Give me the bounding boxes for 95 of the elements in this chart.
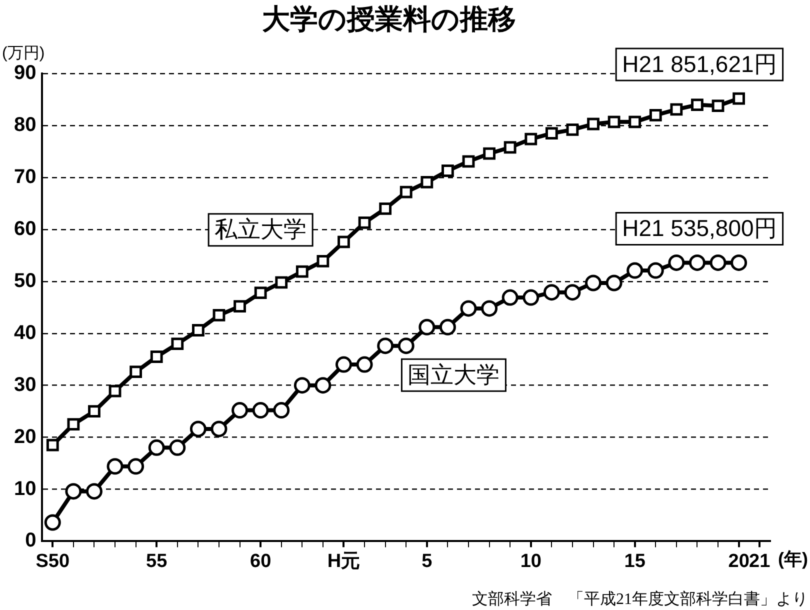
point [481,300,498,317]
point [585,274,602,292]
annotation: H21 535,800円 [622,215,777,242]
point [377,338,394,354]
x-tick-label: 15 [624,550,646,572]
y-tick-label: 40 [14,322,36,344]
point [418,318,436,336]
point [543,284,560,301]
series-label: 私立大学 [214,216,307,242]
point [106,458,124,475]
y-tick-label: 20 [14,426,36,448]
point [730,254,748,271]
point [732,92,746,105]
point [356,356,373,373]
point [148,439,165,456]
point [566,124,579,136]
point [608,116,620,128]
point [587,118,600,130]
point [564,284,581,301]
point [171,338,184,350]
point [316,254,330,268]
point [252,402,269,419]
y-tick-label: 10 [14,478,36,500]
x-tick-label: S50 [36,550,70,572]
y-tick-label: 30 [14,374,36,396]
annotation: H21 851,621円 [622,50,777,77]
point [626,262,644,279]
point [647,262,664,279]
point [314,377,332,394]
point [338,236,350,248]
point [254,286,267,300]
point [710,254,726,271]
series-label: 国立大学 [408,361,500,388]
point [504,141,516,154]
point [502,289,518,306]
text: 文部科学省 「平成21年度文部科学白書」より [472,590,808,608]
y-axis-title: (万円) [2,45,45,62]
point [273,402,290,419]
point [128,458,144,475]
point [628,116,642,128]
point [44,514,61,531]
point [212,308,226,322]
y-tick-label: 80 [14,114,36,136]
y-tick-label: 60 [14,218,36,240]
point [275,276,288,289]
y-tick-label: 70 [14,166,36,188]
point [379,202,392,215]
point [442,164,454,177]
y-tick-label: 0 [25,530,36,552]
point [691,98,704,111]
x-tick-label: 55 [146,550,168,572]
point [606,274,622,292]
point [234,300,246,313]
x-tick-label: 21 [749,550,771,572]
point [420,176,434,188]
y-tick-label: 90 [14,62,36,84]
y-tick-label: 50 [14,270,36,292]
point [67,418,80,430]
point [232,402,248,419]
point [190,420,206,438]
x-tick-label: 60 [250,550,272,572]
point [150,350,163,363]
point [65,483,82,500]
point [398,338,414,354]
point [86,483,102,500]
point [668,254,685,271]
point [88,405,100,418]
point [130,366,142,378]
point [210,420,228,438]
point [688,254,706,271]
point [358,216,371,229]
x-tick-label: 10 [520,550,542,572]
point [335,356,352,373]
point [462,155,475,168]
point [524,132,538,146]
point [649,108,662,122]
point [483,147,496,160]
point [46,438,59,452]
point [169,439,186,456]
x-tick-label: H元 [327,550,360,572]
point [460,300,477,317]
point [108,384,122,398]
point [294,377,310,394]
point [439,318,456,336]
point [670,103,683,116]
x-tick-label: 5 [422,550,433,572]
x-axis-title: (年) [778,549,808,570]
chart-title: 大学の授業料の推移 [262,4,516,35]
point [296,265,308,278]
point [545,127,558,140]
point [400,186,412,198]
point [192,324,204,336]
x-tick-label: 20 [728,550,750,572]
point [712,100,724,112]
point [522,289,540,306]
